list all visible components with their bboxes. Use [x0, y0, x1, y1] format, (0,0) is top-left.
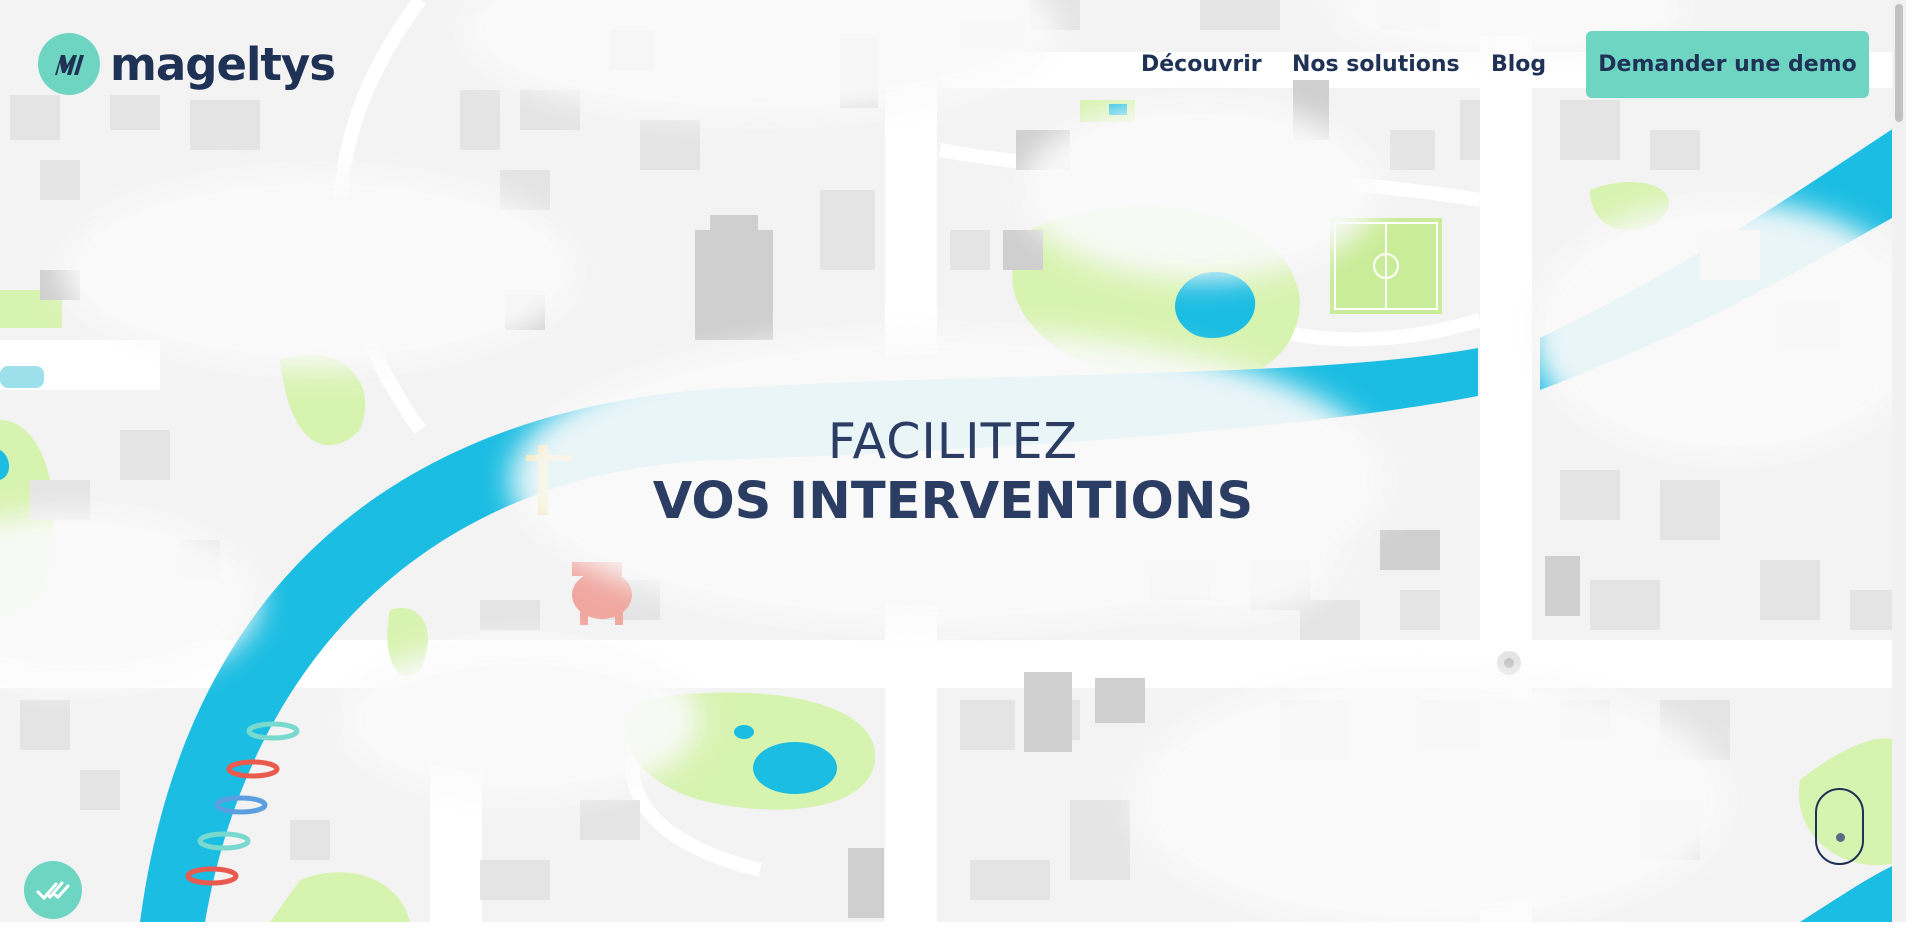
nav-link-blog[interactable]: Blog — [1491, 52, 1547, 77]
nav-link-nos-solutions[interactable]: Nos solutions — [1292, 52, 1460, 77]
nav-link-decouvrir[interactable]: Découvrir — [1141, 52, 1262, 77]
mageltys-m-logo-icon — [38, 33, 100, 95]
hero-title-line-2: VOS INTERVENTIONS — [652, 472, 1254, 531]
clouds — [0, 0, 1906, 922]
river — [140, 348, 1478, 922]
scroll-indicator-dot — [1836, 833, 1845, 842]
mouse-scroll-icon[interactable] — [1815, 788, 1864, 865]
request-demo-button[interactable]: Demander une demo — [1586, 31, 1869, 98]
rings — [185, 721, 300, 886]
map-hero-background: mageltys Découvrir Nos solutions Blog De… — [0, 0, 1906, 922]
brand-name: mageltys — [110, 37, 336, 91]
roads — [0, 0, 1906, 922]
page-scrollbar[interactable] — [1892, 0, 1906, 922]
brand-logo[interactable]: mageltys — [38, 33, 336, 95]
small-car — [0, 366, 44, 388]
scrollbar-thumb[interactable] — [1895, 4, 1903, 122]
check-marks-icon[interactable] — [24, 861, 82, 919]
site-header: mageltys Découvrir Nos solutions Blog De… — [0, 0, 1906, 128]
hero-title: FACILITEZ VOS INTERVENTIONS — [0, 412, 1906, 534]
hero-title-line-1: FACILITEZ — [827, 413, 1079, 470]
illustrated-city-map — [0, 0, 1906, 922]
